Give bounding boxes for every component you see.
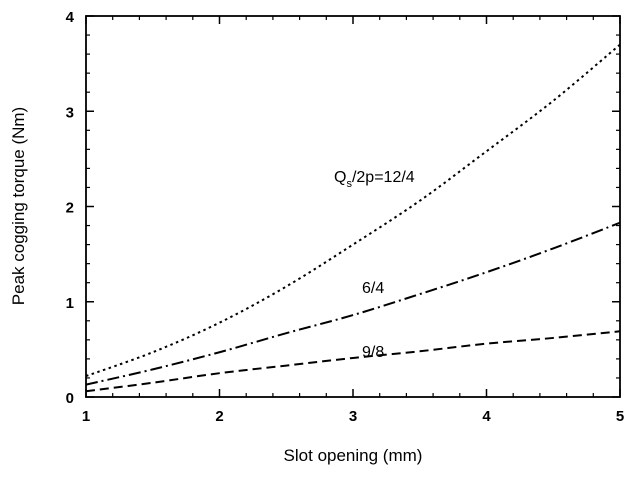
- series-label-6-4: 6/4: [362, 280, 384, 297]
- x-tick-label-2: 2: [215, 408, 223, 425]
- x-tick-label-5: 5: [616, 408, 624, 425]
- series-line-dotted: [85, 43, 621, 377]
- x-tick-label-4: 4: [482, 408, 491, 425]
- x-axis-label: Slot opening (mm): [284, 446, 423, 465]
- y-tick-label-3: 3: [66, 104, 74, 121]
- y-tick-label-2: 2: [66, 200, 74, 217]
- plot-frame: [85, 15, 621, 398]
- series-label-12-4: Qs/2p=12/4: [334, 169, 415, 190]
- series-lines: [85, 43, 621, 393]
- y-axis-label: Peak cogging torque (Nm): [9, 107, 28, 305]
- x-tick-label-1: 1: [82, 408, 90, 425]
- series-line-dashed: [85, 330, 621, 393]
- series-line-dash-dot: [85, 221, 621, 386]
- x-tick-label-3: 3: [349, 408, 357, 425]
- y-tick-label-4: 4: [66, 9, 75, 26]
- series-label-9-8: 9/8: [362, 344, 384, 361]
- y-tick-label-0: 0: [66, 390, 74, 407]
- y-tick-label-1: 1: [66, 295, 74, 312]
